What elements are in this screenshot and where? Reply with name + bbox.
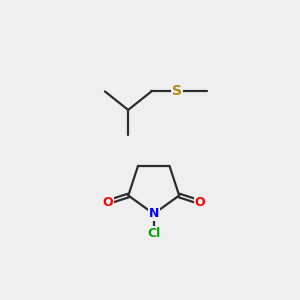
Text: S: S (172, 84, 182, 98)
Text: Cl: Cl (147, 227, 160, 240)
Text: O: O (102, 196, 112, 209)
Text: N: N (148, 207, 159, 220)
Text: O: O (195, 196, 206, 209)
